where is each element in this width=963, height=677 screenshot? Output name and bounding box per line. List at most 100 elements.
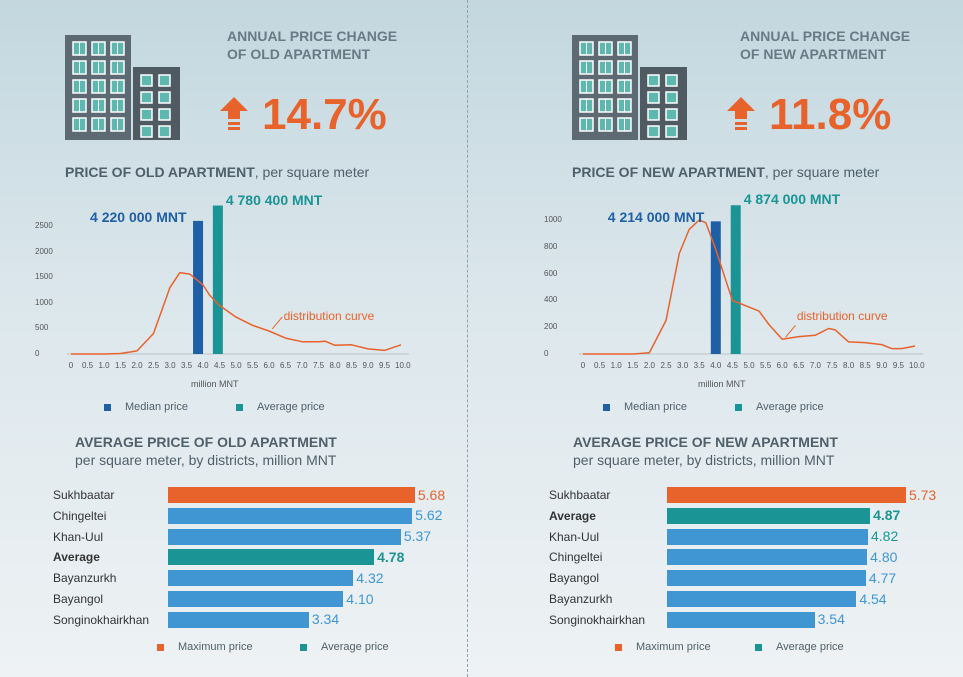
- legend-average: Average price: [735, 401, 824, 413]
- annual-change-value: 11.8%: [769, 90, 892, 139]
- x-tick-label: 9.5: [378, 361, 391, 370]
- x-tick-label: 2.5: [660, 361, 672, 370]
- x-tick-label: 5.0: [743, 361, 755, 370]
- district-label: Average: [549, 508, 596, 523]
- y-tick-label: 1000: [35, 297, 53, 307]
- line-chart-title: PRICE OF OLD APARTMENT, per square meter: [65, 164, 369, 180]
- arrow-up-icon: [727, 97, 755, 130]
- legend-label: Maximum price: [178, 641, 253, 653]
- district-bar: [667, 528, 868, 545]
- y-tick-label: 2000: [35, 246, 53, 256]
- x-tick-label: 9.5: [892, 361, 904, 370]
- district-bar: [667, 591, 857, 607]
- district-value: 3.34: [311, 611, 340, 628]
- y-tick-label: 1500: [35, 272, 53, 282]
- median-swatch: [603, 403, 610, 411]
- district-label: Bayanzurkh: [549, 592, 613, 606]
- x-tick-label: 0.5: [594, 361, 606, 370]
- annual-change-heading: ANNUAL PRICE CHANGE OF OLD APARTMENT: [227, 27, 397, 63]
- district-bar: [168, 549, 375, 566]
- x-tick-label: 7.5: [826, 361, 838, 370]
- x-tick-label: 2.0: [131, 361, 143, 370]
- x-tick-label: 0: [68, 361, 74, 370]
- title-main: PRICE OF OLD APARTMENT: [65, 164, 255, 180]
- district-bar: [667, 487, 906, 503]
- x-tick-label: 1.0: [98, 361, 110, 370]
- legend-label: Average price: [321, 641, 389, 653]
- district-label: Bayangol: [549, 571, 600, 586]
- legend-label: Average price: [776, 641, 844, 653]
- district-value: 4.87: [873, 507, 901, 524]
- district-value: 5.37: [403, 528, 432, 545]
- legend-maximum: Maximum price: [615, 641, 711, 653]
- legend-median: Median price: [104, 401, 188, 413]
- y-tick-label: 1000: [544, 215, 562, 224]
- y-tick-label: 0: [35, 349, 40, 358]
- x-tick-label: 2.0: [643, 361, 655, 370]
- x-tick-label: 5.0: [230, 361, 242, 370]
- bar-chart-subtitle: per square meter, by districts, million …: [573, 452, 835, 468]
- average-price-bar: [730, 205, 741, 354]
- x-tick-label: 7.5: [312, 361, 325, 370]
- district-label: Average: [53, 550, 100, 565]
- heading-line: ANNUAL PRICE CHANGE: [227, 28, 398, 44]
- district-label: Chingeltei: [53, 508, 107, 523]
- median-price-bar: [710, 221, 721, 354]
- x-tick-label: 3.0: [677, 361, 689, 370]
- x-tick-label: 6.5: [279, 361, 292, 370]
- x-tick-label: 0.5: [81, 361, 94, 370]
- bar-chart-subtitle: per square meter, by districts, million …: [75, 452, 337, 468]
- x-tick-label: 7.0: [809, 361, 821, 370]
- x-tick-label: 8.0: [329, 361, 341, 370]
- x-tick-label: 1.5: [627, 361, 639, 370]
- x-axis-label: million MNT: [191, 379, 239, 389]
- average-price-bar: [212, 205, 223, 354]
- maximum-swatch: [615, 643, 622, 651]
- district-bar: [667, 570, 866, 587]
- x-axis-label: million MNT: [698, 379, 746, 389]
- district-value: 3.54: [817, 611, 845, 628]
- x-tick-label: 1.0: [610, 361, 622, 370]
- building-icon: [572, 35, 687, 140]
- old-apartment-panel: ANNUAL PRICE CHANGE OF OLD APARTMENT 14.7%…: [0, 0, 480, 677]
- district-bar: [168, 487, 415, 503]
- arrow-up-icon: [220, 97, 248, 130]
- curve-label: distribution curve: [283, 309, 375, 323]
- legend-average: Average price: [236, 401, 325, 413]
- legend-label: Median price: [624, 401, 687, 413]
- district-bar: [168, 528, 401, 545]
- district-value: 4.10: [346, 590, 374, 607]
- panel-divider: [467, 0, 468, 677]
- district-bar: [667, 549, 868, 566]
- district-label: Bayangol: [53, 592, 104, 606]
- district-label: Sukhbaatar: [549, 488, 611, 502]
- legend-average: Average price: [755, 641, 844, 653]
- district-label: Sukhbaatar: [53, 488, 115, 502]
- bar-chart-title: AVERAGE PRICE OF OLD APARTMENT: [75, 434, 337, 450]
- legend-maximum: Maximum price: [157, 641, 253, 653]
- title-main: PRICE OF NEW APARTMENT: [572, 164, 765, 180]
- distribution-curve: [583, 219, 916, 355]
- x-tick-label: 0: [580, 361, 586, 370]
- district-label: Songinokhairkhan: [549, 612, 646, 627]
- x-tick-label: 4.5: [726, 361, 738, 370]
- distribution-chart: [67, 205, 409, 355]
- average-price-label: 4 874 000 MNT: [743, 191, 841, 208]
- bar-chart-title: AVERAGE PRICE OF NEW APARTMENT: [573, 434, 838, 450]
- y-tick-label: 2500: [35, 221, 53, 230]
- curve-label-leader: [785, 324, 796, 338]
- average-swatch: [735, 403, 742, 411]
- x-tick-label: 8.5: [345, 361, 358, 370]
- district-value: 4.80: [870, 548, 898, 565]
- district-value: 5.62: [415, 507, 443, 524]
- x-tick-label: 4.0: [197, 361, 209, 370]
- x-tick-label: 5.5: [760, 361, 772, 370]
- district-value: 5.73: [908, 486, 937, 503]
- x-tick-label: 3.5: [180, 361, 193, 370]
- y-tick-label: 600: [544, 268, 558, 278]
- x-tick-label: 6.0: [776, 361, 788, 370]
- median-price-label: 4 214 000 MNT: [607, 209, 705, 226]
- district-label: Chingeltei: [549, 550, 603, 565]
- median-price-bar: [193, 220, 204, 354]
- x-tick-label: 6.0: [263, 361, 275, 370]
